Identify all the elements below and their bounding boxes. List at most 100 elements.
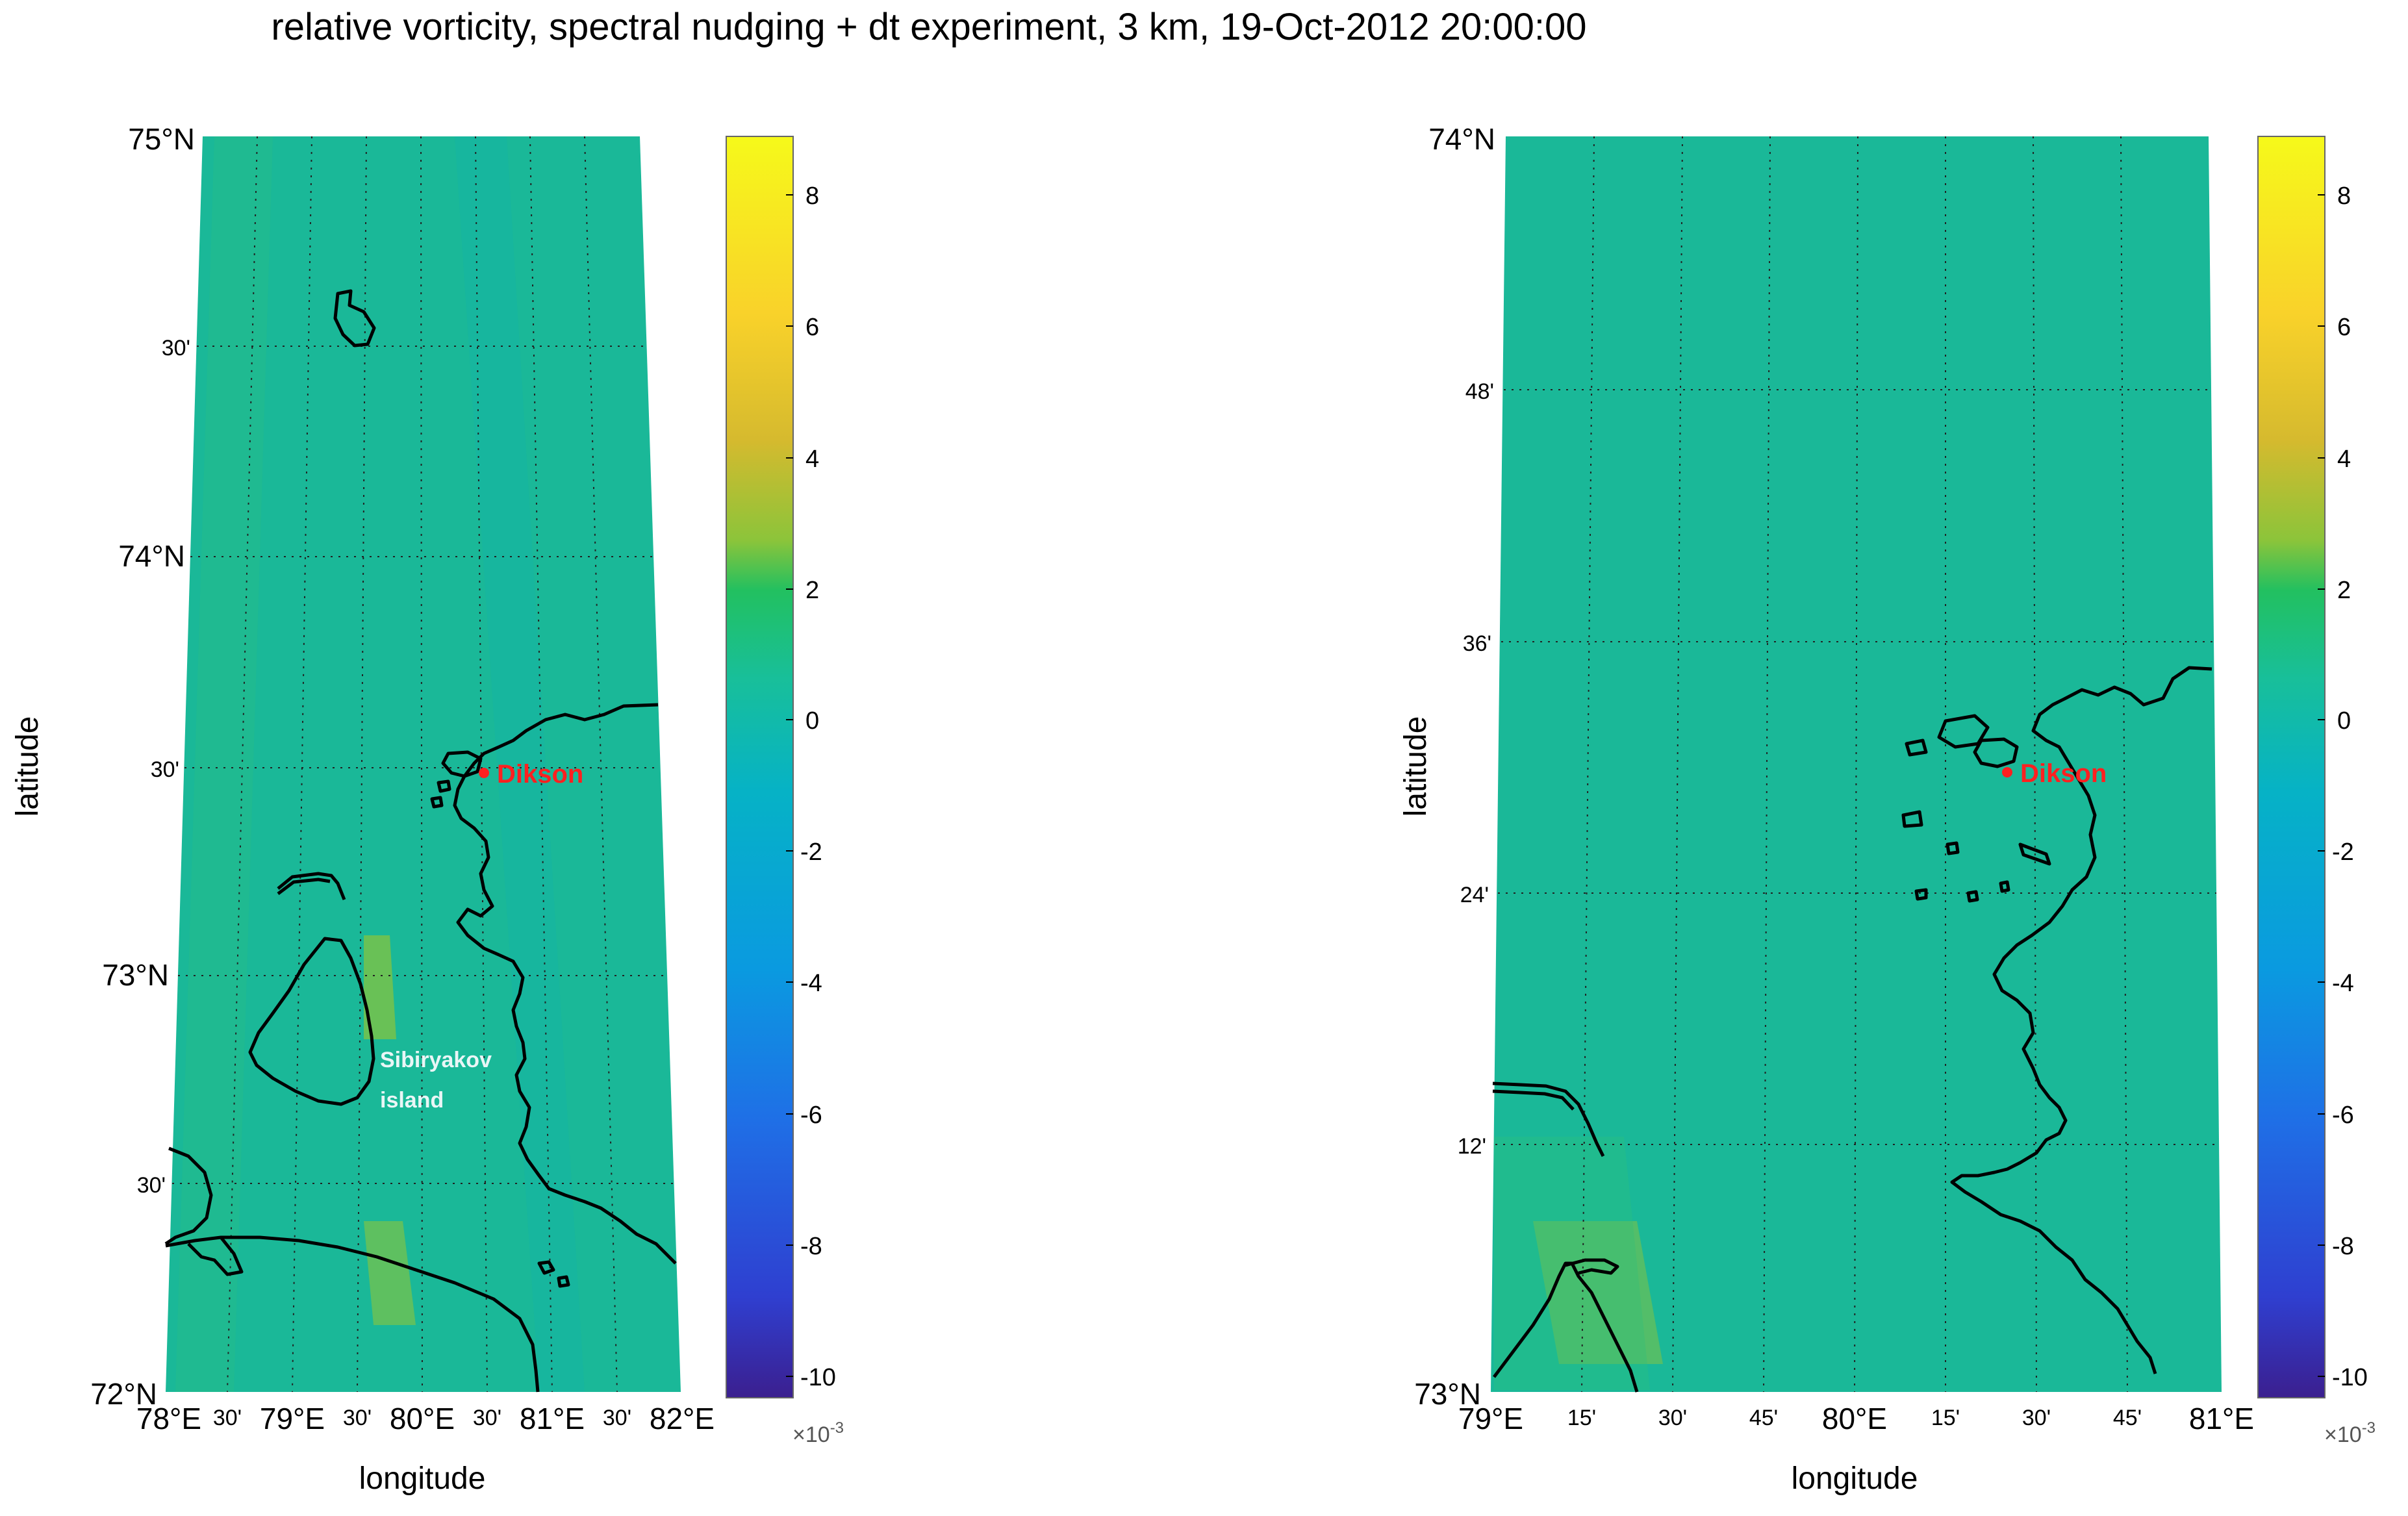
map-left-field-band	[175, 136, 273, 1392]
lon-tick: 15'	[1567, 1406, 1596, 1430]
colorbar-right-ticks	[2318, 194, 2325, 1377]
map-right-lat-ticks: 74°N 48' 36' 24' 12' 73°N	[1414, 122, 1495, 1411]
map-left-graticule	[172, 136, 674, 1393]
map-left-ylabel: latitude	[10, 716, 45, 817]
colorbar-left-ticks	[786, 194, 793, 1377]
small-islet-1	[537, 1260, 555, 1275]
map-right-ylabel: latitude	[1399, 716, 1433, 817]
lat-tick: 75°N	[128, 122, 195, 156]
lat-tick: 36'	[1463, 631, 1491, 656]
colorbar-right-bar	[2257, 136, 2326, 1398]
map-left-field-band	[364, 935, 396, 1039]
lon-tick: 79°E	[260, 1402, 325, 1435]
colorbar-tick: 6	[2337, 314, 2351, 341]
map-right-field-band	[1533, 1221, 1663, 1364]
lon-tick: 30'	[473, 1406, 501, 1430]
lat-tick: 72°N	[90, 1377, 157, 1411]
sibiryakov-island	[248, 937, 375, 1106]
small-island-north	[333, 289, 376, 347]
lat-tick: 24'	[1460, 883, 1489, 907]
lat-tick: 30'	[162, 336, 190, 360]
lon-tick: 45'	[1749, 1406, 1778, 1430]
colorbar-tick: 8	[2337, 183, 2351, 210]
map-right-xlabel: longitude	[1792, 1461, 1918, 1496]
figure-title: relative vorticity, spectral nudging + d…	[271, 6, 1587, 48]
lon-tick: 78°E	[136, 1402, 201, 1435]
lat-tick: 30'	[151, 757, 179, 782]
lat-tick: 74°N	[118, 539, 185, 573]
southwest-land-tip	[1565, 1258, 1619, 1275]
colorbar-tick: -10	[800, 1364, 836, 1391]
dikson-island	[441, 750, 483, 778]
colorbar-tick: -8	[2332, 1233, 2354, 1260]
colorbar-right: 8 6 4 2 0 -2 -4 -6 -8 -10 ×10-3	[2257, 136, 2376, 1447]
colorbar-tick: -10	[2332, 1364, 2368, 1391]
colorbar-tick: -4	[800, 970, 822, 997]
colorbar-tick: 2	[805, 577, 819, 604]
southwest-spit-inner	[1492, 1089, 1575, 1111]
mainland-coast-east	[1950, 666, 2212, 1374]
mainland-coast-east	[453, 703, 677, 1265]
lat-tick: 74°N	[1428, 122, 1495, 156]
map-right: Dikson 74°N 48' 36' 24' 12' 73°N 79°E 15…	[1399, 122, 2254, 1496]
colorbar-tick: -6	[800, 1102, 822, 1129]
colorbar-tick: 0	[2337, 707, 2351, 735]
map-left-coastline	[164, 289, 677, 1393]
map-left-field	[166, 136, 681, 1392]
colorbar-tick: 2	[2337, 577, 2351, 604]
map-left-lat-ticks: 75°N 30' 74°N 30' 73°N 30' 72°N	[90, 122, 195, 1411]
lon-tick: 80°E	[1822, 1402, 1887, 1435]
dikson-label: Dikson	[497, 760, 583, 789]
colorbar-left-multiplier: ×10-3	[792, 1419, 844, 1447]
island-label-line2: island	[380, 1088, 444, 1113]
colorbar-tick: 4	[805, 446, 819, 473]
colorbar-right-multiplier: ×10-3	[2324, 1419, 2376, 1447]
lon-tick: 82°E	[650, 1402, 715, 1435]
small-islet-2	[557, 1275, 570, 1288]
map-left-xlabel: longitude	[359, 1461, 486, 1496]
southwest-spit	[1492, 1081, 1605, 1157]
map-left-lon-ticks: 78°E 30' 79°E 30' 80°E 30' 81°E 30' 82°E	[136, 1402, 715, 1435]
colorbar-right-ticklabels: 8 6 4 2 0 -2 -4 -6 -8 -10	[2332, 183, 2368, 1391]
lon-tick: 30'	[1658, 1406, 1687, 1430]
south-mainland	[165, 1235, 540, 1393]
dikson-label: Dikson	[2020, 759, 2107, 788]
map-left: Dikson Sibiryakov island 75°N 30' 74°N 3…	[10, 122, 715, 1496]
island-label-line1: Sibiryakov	[380, 1048, 492, 1072]
lon-tick: 30'	[343, 1406, 372, 1430]
colorbar-tick: 4	[2337, 446, 2351, 473]
spit-north-inner	[277, 878, 331, 895]
lon-tick: 30'	[2022, 1406, 2051, 1430]
spit-north	[277, 872, 346, 900]
map-right-lon-ticks: 79°E 15' 30' 45' 80°E 15' 30' 45' 81°E	[1458, 1402, 2254, 1435]
colorbar-tick: -2	[800, 839, 822, 866]
colorbar-tick: -2	[2332, 839, 2354, 866]
lon-tick: 15'	[1931, 1406, 1960, 1430]
lon-tick: 81°E	[2189, 1402, 2254, 1435]
map-left-field-band	[364, 1221, 416, 1325]
colorbar-tick: 6	[805, 314, 819, 341]
lon-tick: 81°E	[520, 1402, 585, 1435]
lat-tick: 48'	[1465, 379, 1494, 404]
colorbar-tick: -6	[2332, 1102, 2354, 1129]
lon-tick: 80°E	[390, 1402, 455, 1435]
colorbar-tick: 8	[805, 183, 819, 210]
colorbar-tick: -8	[800, 1233, 822, 1260]
island-west	[1937, 714, 1990, 749]
dikson-marker	[479, 768, 489, 778]
dikson-islets	[430, 779, 451, 809]
dikson-marker	[2002, 767, 2012, 777]
southwest-coast	[164, 1146, 213, 1246]
lon-tick: 45'	[2113, 1406, 2142, 1430]
map-right-graticule	[1495, 136, 2219, 1393]
islets	[1901, 739, 2051, 903]
colorbar-tick: -4	[2332, 970, 2354, 997]
colorbar-tick: 0	[805, 707, 819, 735]
lon-tick: 79°E	[1458, 1402, 1523, 1435]
lon-tick: 30'	[603, 1406, 631, 1430]
lat-tick: 73°N	[102, 958, 169, 992]
dikson-island	[1973, 737, 2019, 768]
lat-tick: 12'	[1458, 1134, 1486, 1159]
